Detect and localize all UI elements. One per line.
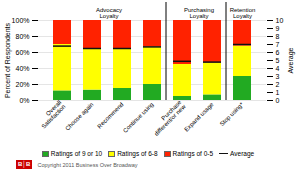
svg-text:Average: Average (287, 47, 295, 73)
svg-text:8: 8 (276, 33, 280, 40)
svg-text:Percent of Respondents: Percent of Respondents (4, 22, 12, 98)
svg-text:Expand usage: Expand usage (183, 101, 215, 133)
svg-text:0%: 0% (19, 97, 29, 104)
svg-text:3: 3 (276, 73, 280, 80)
svg-text:4: 4 (276, 65, 280, 72)
html-text:Ratings of 9 or 10: Ratings of 9 or 10 (50, 150, 103, 157)
svg-text:60%: 60% (15, 49, 29, 56)
svg-text:80%: 80% (15, 33, 29, 40)
html-text:Ratings of 6-8: Ratings of 6-8 (117, 150, 158, 157)
svg-text:5: 5 (276, 57, 280, 64)
svg-text:2: 2 (276, 81, 280, 88)
svg-text:Choose again: Choose again (64, 101, 94, 131)
svg-text:OverallSatisfaction: OverallSatisfaction (36, 99, 66, 129)
svg-text:1: 1 (276, 89, 280, 96)
svg-text:6: 6 (276, 49, 280, 56)
svg-text:Recommend: Recommend (96, 101, 124, 129)
svg-text:PurchasingLoyalty: PurchasingLoyalty (184, 7, 214, 19)
svg-text:10: 10 (276, 17, 284, 24)
svg-text:0: 0 (276, 97, 280, 104)
svg-text:100%: 100% (12, 17, 30, 24)
html-text:Average: Average (230, 150, 255, 157)
html-text:B│B: B│B (18, 161, 31, 167)
svg-text:7: 7 (276, 41, 280, 48)
svg-text:20%: 20% (15, 81, 29, 88)
svg-text:RetentionLoyalty: RetentionLoyalty (230, 7, 256, 19)
svg-text:Continue using: Continue using (122, 101, 155, 134)
svg-text:Stop using*: Stop using* (219, 101, 245, 127)
svg-text:9: 9 (276, 25, 280, 32)
svg-text:Purchasedifferent/or new: Purchasedifferent/or new (149, 99, 187, 137)
html-text:Ratings of 0-5: Ratings of 0-5 (172, 150, 214, 157)
svg-text:AdvocacyLoyalty: AdvocacyLoyalty (96, 7, 122, 19)
svg-text:40%: 40% (15, 65, 29, 72)
html-text:Copyright 2011 Business Over B: Copyright 2011 Business Over Broadway (37, 161, 138, 168)
